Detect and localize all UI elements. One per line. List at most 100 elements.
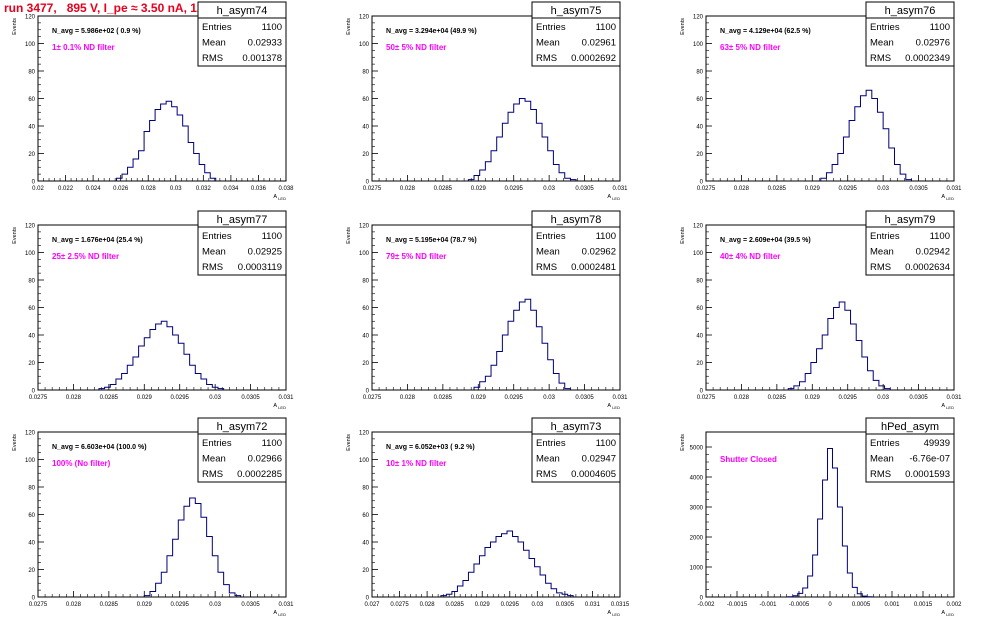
stats-label-rms: RMS <box>202 262 223 273</box>
stats-title: h_asym72 <box>217 421 268 433</box>
y-tick-label: 0 <box>32 180 36 186</box>
x-tick-label: 0.0305 <box>241 395 260 401</box>
x-tick-label: 0.0285 <box>434 186 453 192</box>
x-tick-label: 0.028 <box>734 186 750 192</box>
x-tick-label: 0.03 <box>170 186 182 192</box>
x-tick-label: 0.0275 <box>697 186 716 192</box>
navg-label: N_avg = 1.676e+04 (25.4 %) <box>52 237 143 244</box>
x-tick-label: 0.0275 <box>29 395 48 401</box>
x-tick-label: 0.022 <box>58 186 74 192</box>
x-tick-label: 0.029 <box>471 186 487 192</box>
y-tick-label: 60 <box>362 306 369 312</box>
stats-title: h_asym78 <box>551 214 602 226</box>
y-tick-label: 3000 <box>690 506 704 512</box>
filter-label: 63± 5% ND filter <box>720 43 780 52</box>
navg-label: N_avg = 2.609e+04 (39.5 %) <box>720 237 811 244</box>
x-axis-label-subscript: LED <box>945 196 954 201</box>
stats-value-rms: 0.0002634 <box>905 262 950 273</box>
y-tick-label: 100 <box>25 458 36 464</box>
x-tick-label: 0.034 <box>223 186 239 192</box>
x-tick-label: 0.0285 <box>768 395 787 401</box>
navg-label: N_avg = 6.052e+03 ( 9.2 %) <box>386 444 475 451</box>
stats-label-rms: RMS <box>536 53 557 64</box>
x-tick-label: 0.028 <box>66 395 82 401</box>
x-tick-label: 0.0285 <box>100 395 119 401</box>
y-tick-label: 0 <box>366 180 370 186</box>
stats-label-rms: RMS <box>536 469 557 480</box>
y-tick-label: 60 <box>28 306 35 312</box>
x-tick-label: 0.029 <box>805 395 821 401</box>
x-tick-label: 0.0295 <box>505 186 524 192</box>
y-tick-label: 1000 <box>690 566 704 572</box>
y-axis-label: Events <box>346 434 352 451</box>
stats-value-rms: 0.0002349 <box>905 53 950 64</box>
x-tick-label: 0.0315 <box>611 602 630 608</box>
x-axis-label: A LED <box>273 194 286 201</box>
x-tick-label: 0.0275 <box>390 602 409 608</box>
stats-value-mean: 0.02962 <box>582 247 616 258</box>
y-tick-label: 120 <box>25 431 36 437</box>
x-tick-label: -0.001 <box>759 602 777 608</box>
stats-box <box>865 210 955 276</box>
histogram-line <box>787 448 873 598</box>
y-tick-label: 120 <box>359 431 370 437</box>
stats-value-rms: 0.0001593 <box>905 469 950 480</box>
stats-label-rms: RMS <box>870 262 891 273</box>
y-tick-label: 100 <box>693 42 704 48</box>
y-tick-label: 100 <box>359 458 370 464</box>
histogram-line <box>787 301 891 390</box>
x-tick-label: 0.03 <box>877 186 889 192</box>
stats-value-mean: 0.02933 <box>248 38 282 49</box>
x-tick-label: -0.0015 <box>727 602 748 608</box>
x-axis-label-subscript: LED <box>945 405 954 410</box>
y-tick-label: 80 <box>362 70 369 76</box>
x-axis-label-subscript: LED <box>277 612 286 617</box>
stats-box <box>197 210 287 276</box>
y-tick-label: 20 <box>696 152 703 158</box>
x-tick-label: 0.029 <box>805 186 821 192</box>
navg-label: N_avg = 5.195e+04 (78.7 %) <box>386 237 477 244</box>
x-axis-label: A LED <box>273 403 286 410</box>
stats-label-rms: RMS <box>870 53 891 64</box>
y-tick-label: 120 <box>25 224 36 230</box>
y-tick-label: 60 <box>696 97 703 103</box>
x-tick-label: 0.031 <box>946 186 962 192</box>
x-tick-label: 0.0305 <box>909 186 928 192</box>
y-tick-label: 120 <box>693 15 704 21</box>
stats-value-mean: 0.02947 <box>582 454 616 465</box>
y-axis-label: Events <box>346 18 352 35</box>
y-axis-label: Events <box>680 434 686 451</box>
x-tick-label: 0.0295 <box>839 395 858 401</box>
histogram-line <box>98 320 225 390</box>
stats-value-rms: 0.001378 <box>242 53 282 64</box>
x-axis-label: A LED <box>941 403 954 410</box>
stats-label-mean: Mean <box>870 38 894 49</box>
y-axis-label: Events <box>12 18 18 35</box>
stats-label-mean: Mean <box>870 247 894 258</box>
stats-box <box>531 210 621 276</box>
x-tick-label: 0.036 <box>251 186 267 192</box>
x-tick-label: 0.031 <box>585 602 601 608</box>
x-tick-label: 0.028 <box>400 395 416 401</box>
y-tick-label: 100 <box>359 42 370 48</box>
x-tick-label: 0.03 <box>209 395 221 401</box>
y-tick-label: 100 <box>359 251 370 257</box>
x-tick-label: 0.002 <box>946 602 962 608</box>
histogram-panel-h_asym78: 0 20 40 60 80 100 120 0.0275 0.028 0.0285 0.029 0.0… <box>346 210 628 410</box>
stats-value-entries: 1100 <box>262 231 282 242</box>
x-tick-label: 0.031 <box>278 602 294 608</box>
x-axis-label-subscript: LED <box>611 612 620 617</box>
x-tick-label: 0.031 <box>612 186 628 192</box>
stats-label-rms: RMS <box>202 469 223 480</box>
histogram-line <box>473 298 571 390</box>
x-tick-label: 0.02 <box>32 186 44 192</box>
histogram-panel-h_asym77: 0 20 40 60 80 100 120 0.0275 0.028 0.0285 0.029 0.0… <box>12 210 294 410</box>
x-tick-label: 0.0295 <box>505 395 524 401</box>
y-tick-label: 80 <box>28 486 35 492</box>
stats-value-mean: 0.02925 <box>248 247 282 258</box>
histogram-line <box>440 530 574 597</box>
stats-label-rms: RMS <box>870 469 891 480</box>
y-axis-label: Events <box>346 227 352 244</box>
y-tick-label: 0 <box>32 596 36 602</box>
stats-label-mean: Mean <box>536 454 560 465</box>
